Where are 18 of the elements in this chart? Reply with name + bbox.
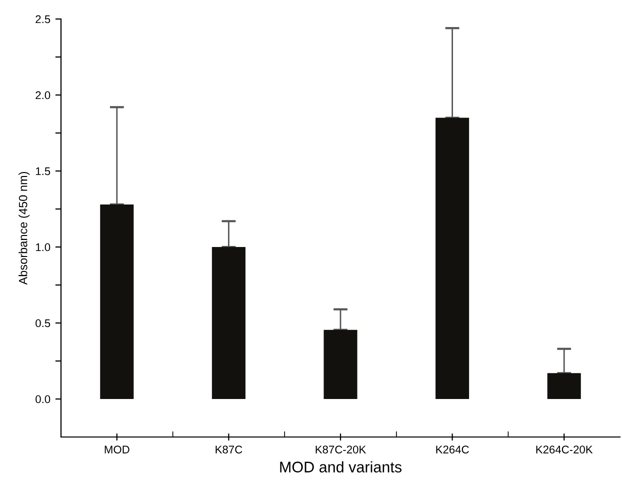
y-tick-label: 1.0 — [36, 243, 50, 252]
bar — [100, 204, 134, 399]
x-tick-label: K264C-20K — [536, 446, 593, 454]
y-tick-label: 0.0 — [36, 395, 50, 404]
x-tick-label: K264C — [436, 446, 469, 454]
bar — [324, 330, 358, 399]
bar — [212, 247, 246, 399]
x-tick-label: MOD — [104, 446, 130, 454]
x-axis-title: MOD and variants — [280, 461, 402, 472]
y-tick-label: 2.5 — [36, 15, 50, 24]
y-axis-title: Absorbance (450 nm) — [18, 172, 30, 285]
y-tick-label: 0.5 — [36, 319, 50, 328]
x-tick-label: K87C-20K — [316, 446, 366, 454]
y-tick-label: 2.0 — [36, 91, 50, 100]
x-tick-label: K87C — [216, 446, 242, 454]
bar — [436, 118, 470, 399]
y-tick-label: 1.5 — [36, 167, 50, 176]
bar — [547, 373, 581, 399]
